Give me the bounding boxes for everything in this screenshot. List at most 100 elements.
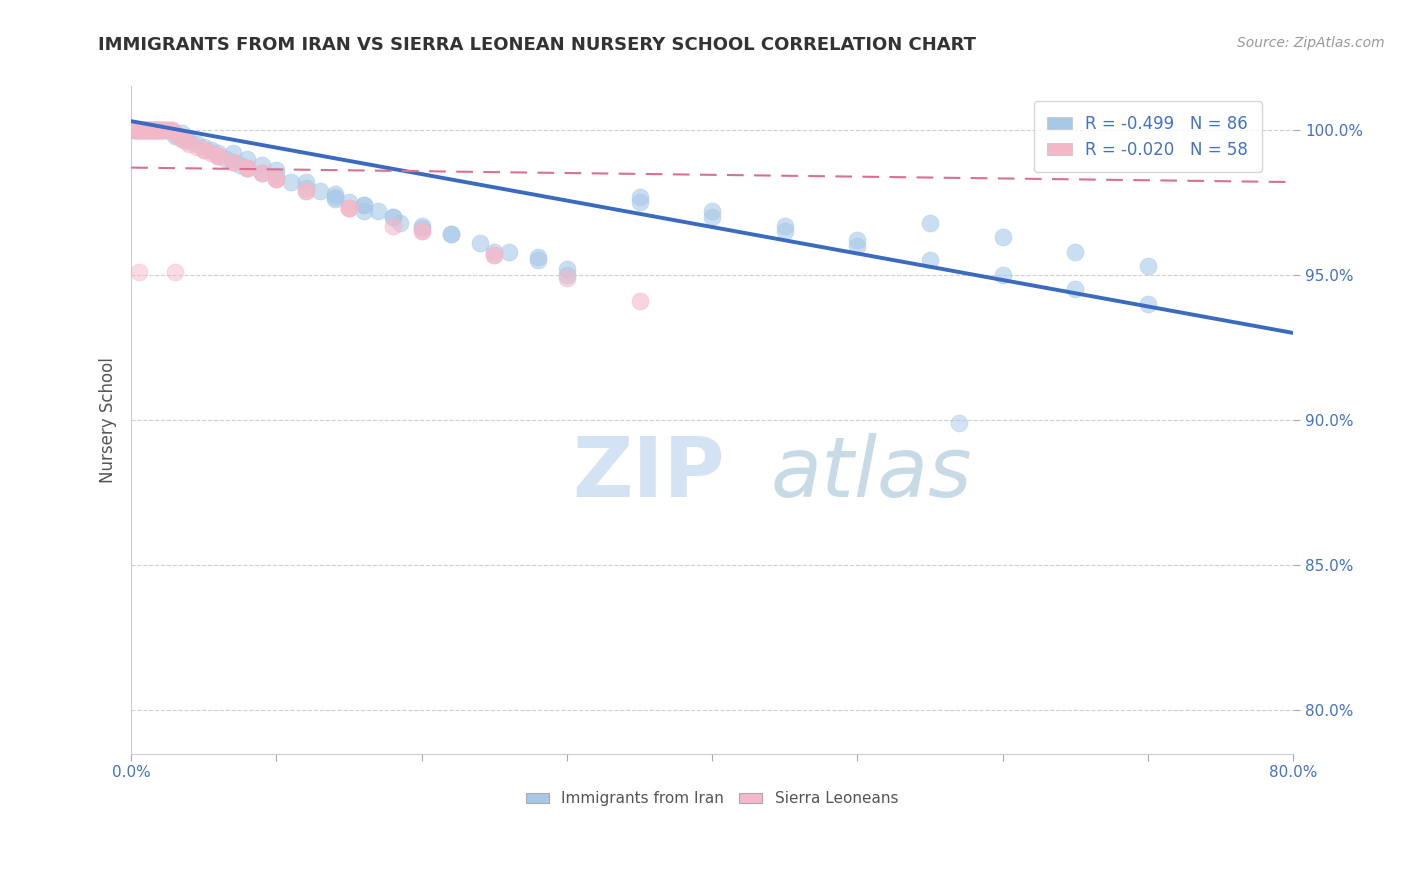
Point (337, 201, 360, 215)
Point (207, 146, 229, 161)
Point (132, 123, 155, 137)
Point (337, 201, 360, 215)
Point (145, 123, 167, 137)
Point (135, 123, 157, 137)
Text: Source: ZipAtlas.com: Source: ZipAtlas.com (1237, 36, 1385, 50)
Point (141, 123, 163, 137)
Point (294, 175, 316, 189)
Point (160, 123, 183, 137)
Point (337, 195, 360, 210)
Point (142, 123, 165, 137)
Point (136, 123, 159, 137)
Point (918, 216, 941, 230)
Point (367, 204, 389, 219)
Point (266, 163, 288, 178)
Point (179, 137, 201, 152)
Point (124, 123, 146, 137)
Point (125, 123, 148, 137)
Point (222, 154, 245, 169)
Point (142, 123, 165, 137)
Point (155, 123, 177, 137)
Point (527, 251, 550, 265)
Point (294, 184, 316, 198)
Point (411, 224, 433, 238)
Point (193, 140, 215, 154)
Point (149, 123, 172, 137)
Point (143, 123, 166, 137)
Point (1136, 259, 1159, 273)
Point (200, 146, 222, 161)
Y-axis label: Nursery School: Nursery School (100, 357, 117, 483)
Legend: Immigrants from Iran, Sierra Leoneans: Immigrants from Iran, Sierra Leoneans (520, 785, 904, 813)
Point (207, 149, 229, 163)
Point (186, 137, 208, 152)
Point (176, 131, 198, 145)
Point (236, 161, 259, 175)
Point (498, 244, 520, 259)
Point (148, 123, 170, 137)
Point (266, 169, 288, 184)
Point (280, 175, 302, 189)
Point (236, 161, 259, 175)
Point (309, 184, 332, 198)
Point (163, 265, 186, 279)
Point (141, 123, 163, 137)
Point (236, 161, 259, 175)
Point (484, 247, 506, 261)
Point (702, 204, 724, 219)
Point (294, 181, 316, 195)
Point (193, 143, 215, 157)
Point (353, 204, 375, 219)
Point (122, 123, 145, 137)
Point (1136, 297, 1159, 311)
Point (440, 227, 463, 242)
Point (846, 233, 869, 247)
Point (918, 253, 941, 268)
Point (266, 172, 288, 186)
Point (124, 123, 146, 137)
Point (236, 152, 259, 166)
Point (846, 239, 869, 253)
Point (128, 123, 150, 137)
Point (266, 172, 288, 186)
Point (236, 161, 259, 175)
Point (129, 123, 152, 137)
Point (200, 143, 222, 157)
Point (193, 143, 215, 157)
Point (134, 123, 156, 137)
Point (250, 166, 273, 180)
Point (381, 219, 404, 233)
Point (411, 224, 433, 238)
Point (337, 201, 360, 215)
Point (207, 149, 229, 163)
Point (411, 219, 433, 233)
Point (250, 166, 273, 180)
Point (131, 123, 153, 137)
Point (628, 195, 651, 210)
Point (323, 193, 346, 207)
Point (166, 128, 188, 143)
Point (353, 198, 375, 212)
Point (186, 140, 208, 154)
Point (250, 166, 273, 180)
Point (135, 123, 157, 137)
Point (381, 210, 404, 224)
Point (157, 123, 180, 137)
Point (139, 123, 162, 137)
Point (628, 293, 651, 308)
Point (125, 123, 148, 137)
Point (411, 221, 433, 235)
Point (166, 128, 188, 143)
Point (152, 123, 174, 137)
Point (294, 184, 316, 198)
Point (1064, 282, 1087, 296)
Point (146, 123, 169, 137)
Point (222, 154, 245, 169)
Point (222, 154, 245, 169)
Point (160, 123, 183, 137)
Point (128, 265, 150, 279)
Point (948, 416, 970, 430)
Point (323, 186, 346, 201)
Point (555, 270, 578, 285)
Point (152, 123, 174, 137)
